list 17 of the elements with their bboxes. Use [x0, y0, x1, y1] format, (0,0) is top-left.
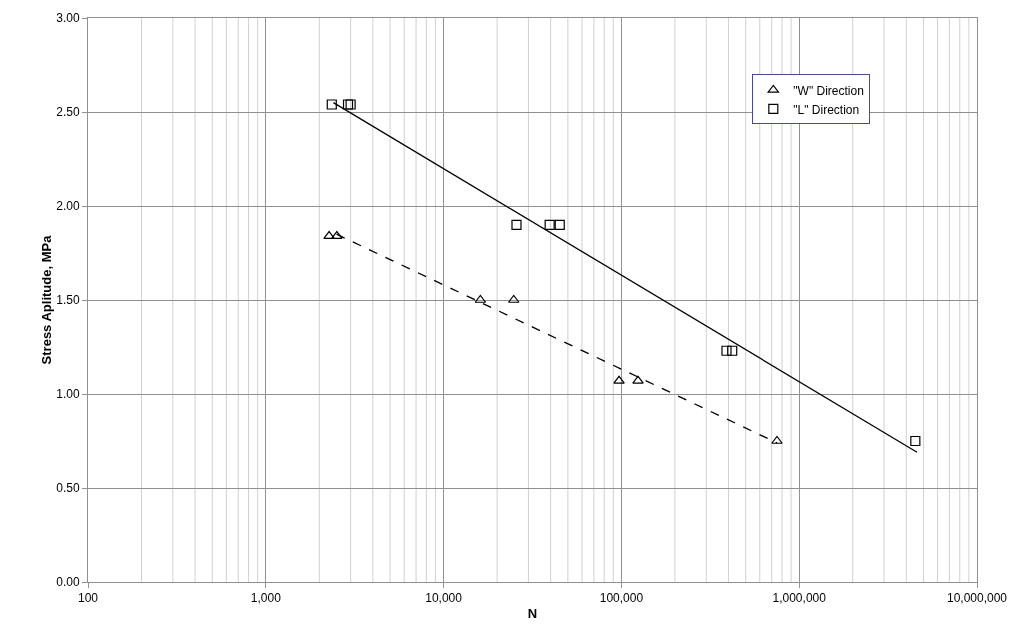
x-tick-label: 100,000	[599, 591, 644, 606]
x-tick-label: 10,000,000	[946, 591, 1008, 606]
y-axis-title: Stress Aplitude, MPa	[39, 234, 55, 365]
x-axis-title: N	[527, 606, 538, 621]
y-tick-label: 0.50	[56, 481, 80, 496]
x-tick-label: 1,000	[250, 591, 282, 606]
y-tick-label: 2.00	[56, 199, 80, 214]
y-tick-label: 2.50	[56, 105, 80, 120]
y-tick-label: 1.50	[56, 293, 80, 308]
y-tick-label: 3.00	[56, 11, 80, 26]
legend-label: "L" Direction	[793, 102, 860, 117]
x-tick-label: 100	[77, 591, 99, 606]
y-tick-label: 0.00	[56, 575, 80, 590]
x-tick-label: 1,000,000	[772, 591, 827, 606]
x-tick-label: 10,000	[425, 591, 463, 606]
legend-label: "W" Direction	[793, 83, 864, 98]
y-tick-label: 1.00	[56, 387, 80, 402]
